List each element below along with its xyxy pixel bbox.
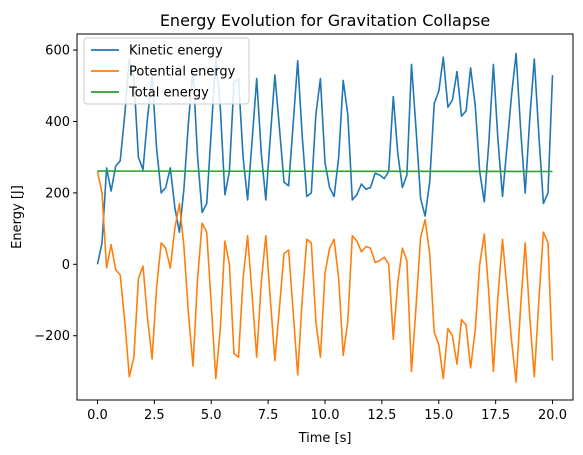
y-tick-label: 400 <box>45 115 70 130</box>
x-tick-label: 5.0 <box>201 408 222 423</box>
x-tick-label: 0.0 <box>87 408 108 423</box>
x-axis: 0.0 2.5 5.0 7.5 10.0 12.5 15.0 17.5 20.0 <box>87 400 567 423</box>
chart-title: Energy Evolution for Gravitation Collaps… <box>160 11 490 30</box>
legend-label: Kinetic energy <box>129 44 223 59</box>
y-tick-label: −200 <box>34 329 70 344</box>
x-tick-label: 15.0 <box>424 408 453 423</box>
x-tick-label: 17.5 <box>481 408 510 423</box>
y-tick-label: 200 <box>45 186 70 201</box>
y-tick-label: 0 <box>62 258 70 273</box>
x-tick-label: 20.0 <box>538 408 567 423</box>
legend: Kinetic energy Potential energy Total ener… <box>83 37 250 105</box>
x-axis-label: Time [s] <box>298 431 352 446</box>
legend-label: Total energy <box>128 86 209 101</box>
x-tick-label: 7.5 <box>258 408 279 423</box>
legend-label: Potential energy <box>129 65 236 80</box>
legend-box <box>83 37 250 105</box>
plot-lines <box>96 52 554 383</box>
y-tick-label: 600 <box>45 44 70 59</box>
series-line-0 <box>96 52 554 265</box>
x-tick-label: 2.5 <box>144 408 165 423</box>
x-tick-label: 10.0 <box>311 408 340 423</box>
y-axis: −200 0 200 400 600 <box>34 44 77 344</box>
series-line-1 <box>96 171 554 383</box>
y-axis-label: Energy [J] <box>10 185 25 249</box>
x-tick-label: 12.5 <box>367 408 396 423</box>
